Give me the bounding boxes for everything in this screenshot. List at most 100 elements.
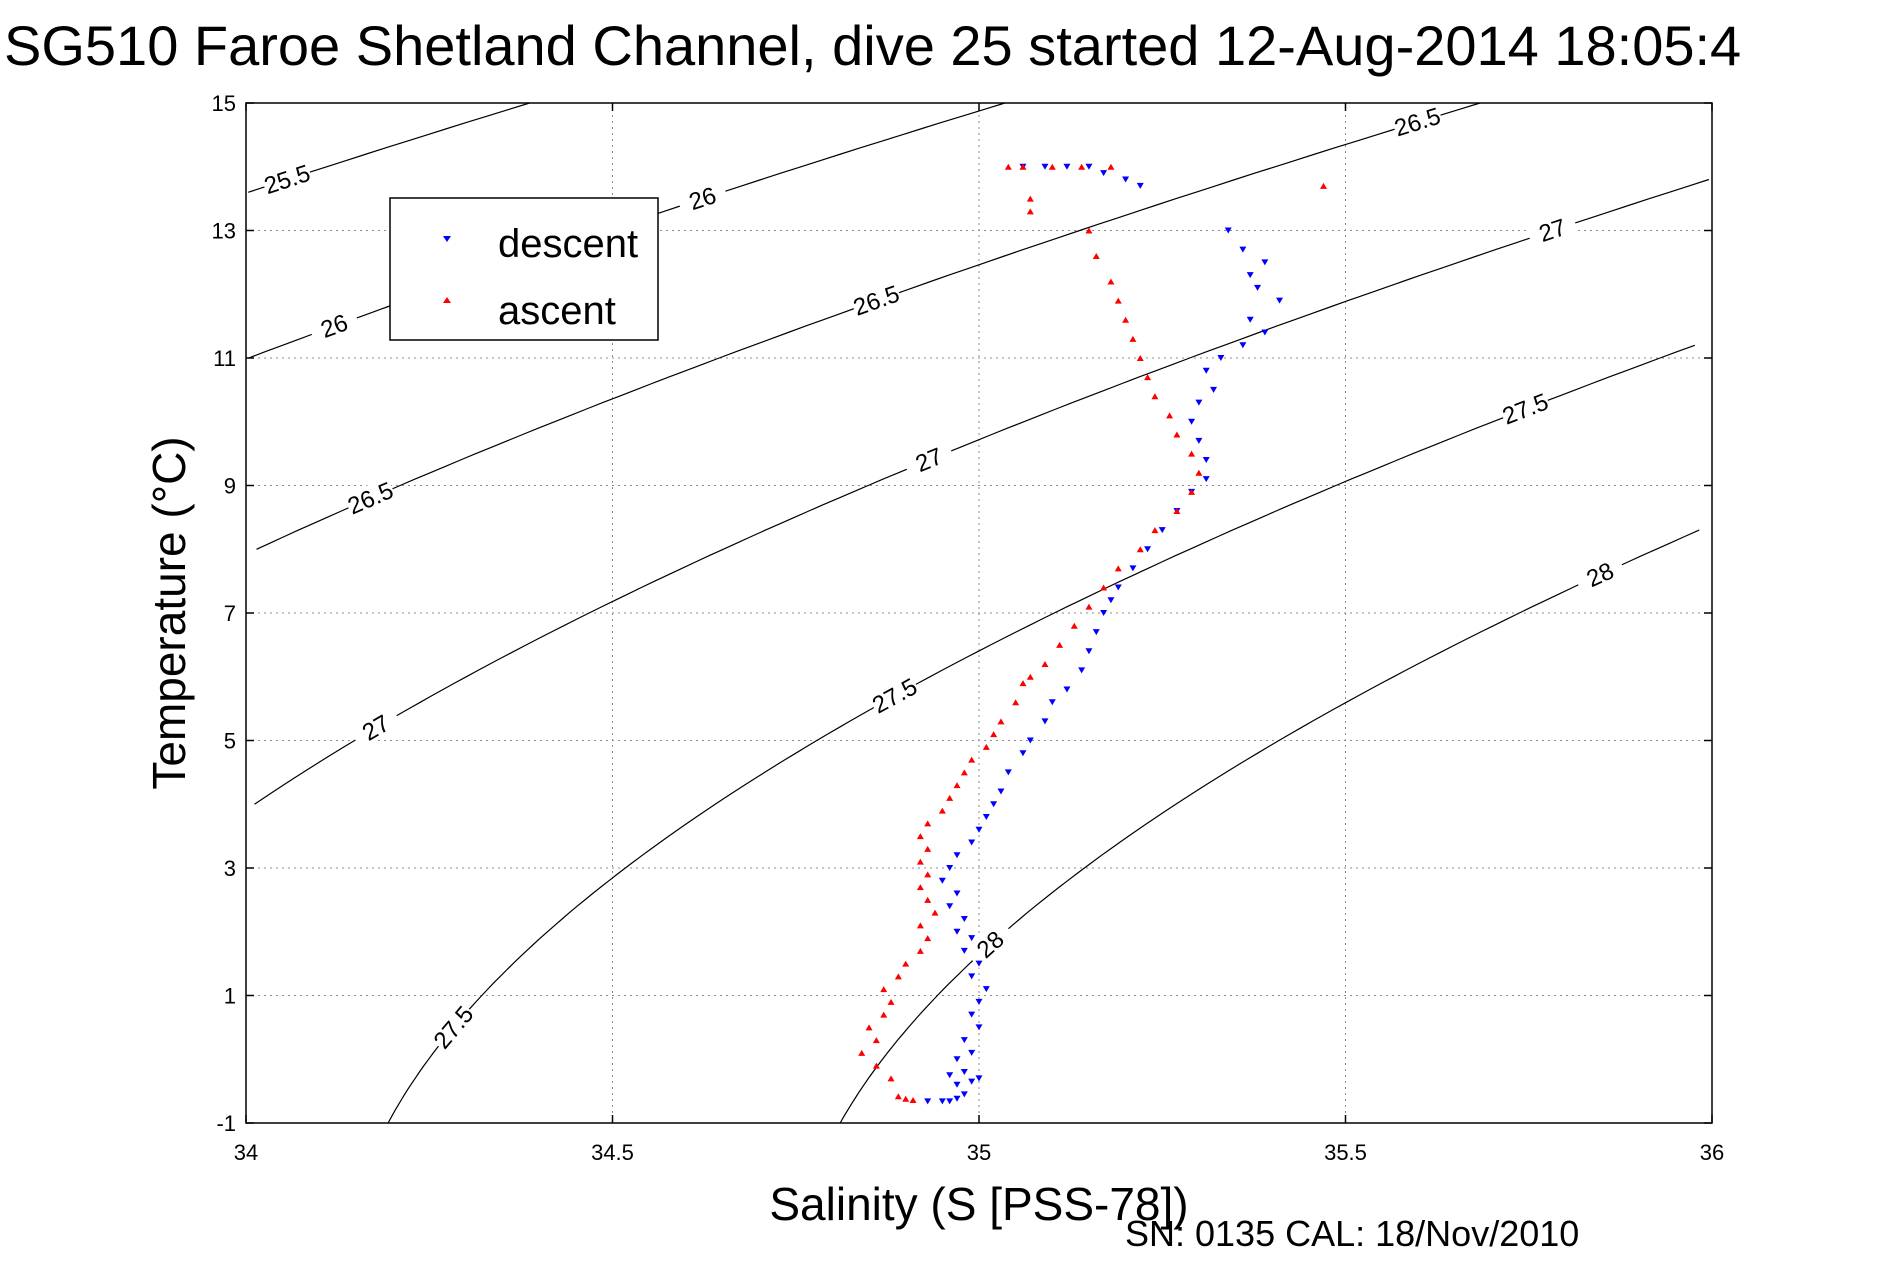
contour-label-background — [307, 305, 361, 345]
density-contour-line — [256, 102, 1481, 550]
contour-label-group: 27 — [1525, 210, 1579, 249]
ascent-point — [924, 871, 932, 878]
ascent-point — [1129, 335, 1137, 342]
contour-label: 27.5 — [1499, 388, 1552, 430]
ascent-point — [887, 1075, 895, 1082]
density-contour-line — [387, 344, 1696, 1124]
ascent-point — [931, 909, 939, 916]
y-tick-label: 13 — [212, 219, 236, 244]
ascent-point — [1026, 195, 1034, 202]
descent-point — [1004, 769, 1012, 776]
descent-point — [975, 826, 983, 833]
ascent-point — [902, 1095, 910, 1102]
y-tick-label: 15 — [212, 91, 236, 116]
contour-label-group: 26 — [675, 178, 729, 217]
descent-point — [997, 788, 1005, 795]
descent-point — [960, 947, 968, 954]
ascent-point — [1019, 680, 1027, 687]
ascent-point — [1320, 182, 1328, 189]
descent-point — [968, 935, 976, 942]
descent-point — [1063, 163, 1071, 170]
ascent-point — [1004, 163, 1012, 170]
contour-label: 26.5 — [344, 477, 398, 520]
ascent-point — [1100, 584, 1108, 591]
y-tick-label: 5 — [224, 729, 236, 754]
ascent-point — [1085, 227, 1093, 234]
descent-point — [953, 1056, 961, 1063]
descent-point — [1254, 284, 1262, 291]
x-tick-label: 35.5 — [1324, 1140, 1367, 1165]
ascent-point — [1107, 278, 1115, 285]
descent-point — [960, 1037, 968, 1044]
descent-point — [1092, 629, 1100, 636]
ascent-point — [1019, 163, 1027, 170]
contour-label-background — [901, 438, 956, 480]
ascent-point — [916, 833, 924, 840]
descent-point — [1202, 476, 1210, 483]
contour-label-background — [1390, 102, 1444, 140]
ascent-point — [1114, 565, 1122, 572]
descent-point — [1210, 386, 1218, 393]
ascent-point — [872, 1037, 880, 1044]
density-contour-line — [254, 178, 1710, 805]
y-tick-label: 3 — [224, 856, 236, 881]
x-tick-label: 35 — [967, 1140, 991, 1165]
ascent-point — [1026, 673, 1034, 680]
descent-point — [1041, 718, 1049, 725]
descent-point — [1188, 418, 1196, 425]
ascent-point — [1195, 469, 1203, 476]
descent-point — [1239, 342, 1247, 349]
ascent-point — [1041, 661, 1049, 667]
serial-calibration-note: SN: 0135 CAL: 18/Nov/2010 — [1125, 1213, 1579, 1254]
descent-point — [1063, 686, 1071, 693]
descent-point — [946, 1098, 954, 1105]
legend-box — [389, 197, 659, 341]
descent-point — [1078, 667, 1086, 674]
ascent-point — [997, 718, 1005, 725]
legend-descent-label: descent — [498, 222, 638, 266]
descent-point — [990, 801, 998, 808]
descent-point — [982, 986, 990, 993]
descent-point — [953, 1095, 961, 1102]
contour-label-background — [428, 1000, 478, 1053]
descent-point — [924, 1098, 932, 1105]
contour-label-background — [675, 178, 729, 217]
descent-point — [982, 814, 990, 820]
legend-ascent-label: ascent — [498, 289, 616, 333]
ascent-point — [938, 807, 946, 814]
contour-label-group: 27 — [901, 438, 956, 480]
y-tick-label: 11 — [213, 346, 236, 371]
contour-label-background — [348, 704, 403, 750]
contour-label-group: 26 — [307, 305, 361, 345]
ascent-point — [924, 935, 932, 942]
descent-point — [1144, 546, 1152, 553]
descent-point — [968, 973, 976, 980]
grid — [246, 103, 1712, 1123]
data-points — [858, 163, 1328, 1105]
ascent-point — [924, 896, 932, 903]
chart-title: SG510 Faroe Shetland Channel, dive 25 st… — [4, 14, 1741, 77]
descent-point — [1026, 737, 1034, 744]
ascent-point — [1136, 355, 1144, 361]
descent-point — [960, 1091, 968, 1098]
descent-point — [975, 998, 983, 1005]
descent-point — [1202, 367, 1210, 374]
contour-label-background — [1525, 210, 1579, 249]
descent-point — [1129, 565, 1137, 572]
ascent-point — [880, 986, 888, 993]
legend: descent ascent — [389, 197, 659, 341]
ascent-point — [1078, 163, 1086, 170]
ascent-point — [1173, 431, 1181, 438]
ascent-point — [1114, 297, 1122, 304]
ascent-point — [960, 769, 968, 776]
contour-label-background — [963, 918, 1016, 969]
ascent-point — [1026, 208, 1034, 215]
descent-point — [1202, 457, 1210, 463]
ascent-point — [858, 1049, 866, 1056]
descent-point — [1276, 297, 1284, 304]
descent-point — [968, 1049, 976, 1056]
ascent-point — [887, 998, 895, 1005]
descent-point — [1217, 355, 1225, 361]
ascent-point — [916, 884, 924, 891]
